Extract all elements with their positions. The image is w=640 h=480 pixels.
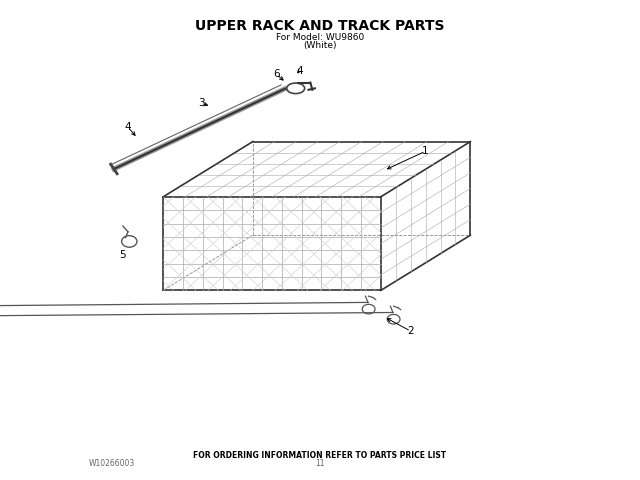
Text: UPPER RACK AND TRACK PARTS: UPPER RACK AND TRACK PARTS [195, 19, 445, 34]
Text: 4: 4 [125, 122, 131, 132]
Text: 4: 4 [296, 66, 303, 75]
Text: 6: 6 [273, 70, 280, 79]
Text: 11: 11 [316, 459, 324, 468]
Text: W10266003: W10266003 [89, 459, 135, 468]
Text: 2: 2 [408, 326, 414, 336]
Text: 5: 5 [120, 251, 126, 260]
Text: For Model: WU9860: For Model: WU9860 [276, 33, 364, 42]
Text: 1: 1 [422, 146, 429, 156]
Text: 3: 3 [198, 98, 205, 108]
Text: FOR ORDERING INFORMATION REFER TO PARTS PRICE LIST: FOR ORDERING INFORMATION REFER TO PARTS … [193, 451, 447, 459]
Text: (White): (White) [303, 41, 337, 49]
